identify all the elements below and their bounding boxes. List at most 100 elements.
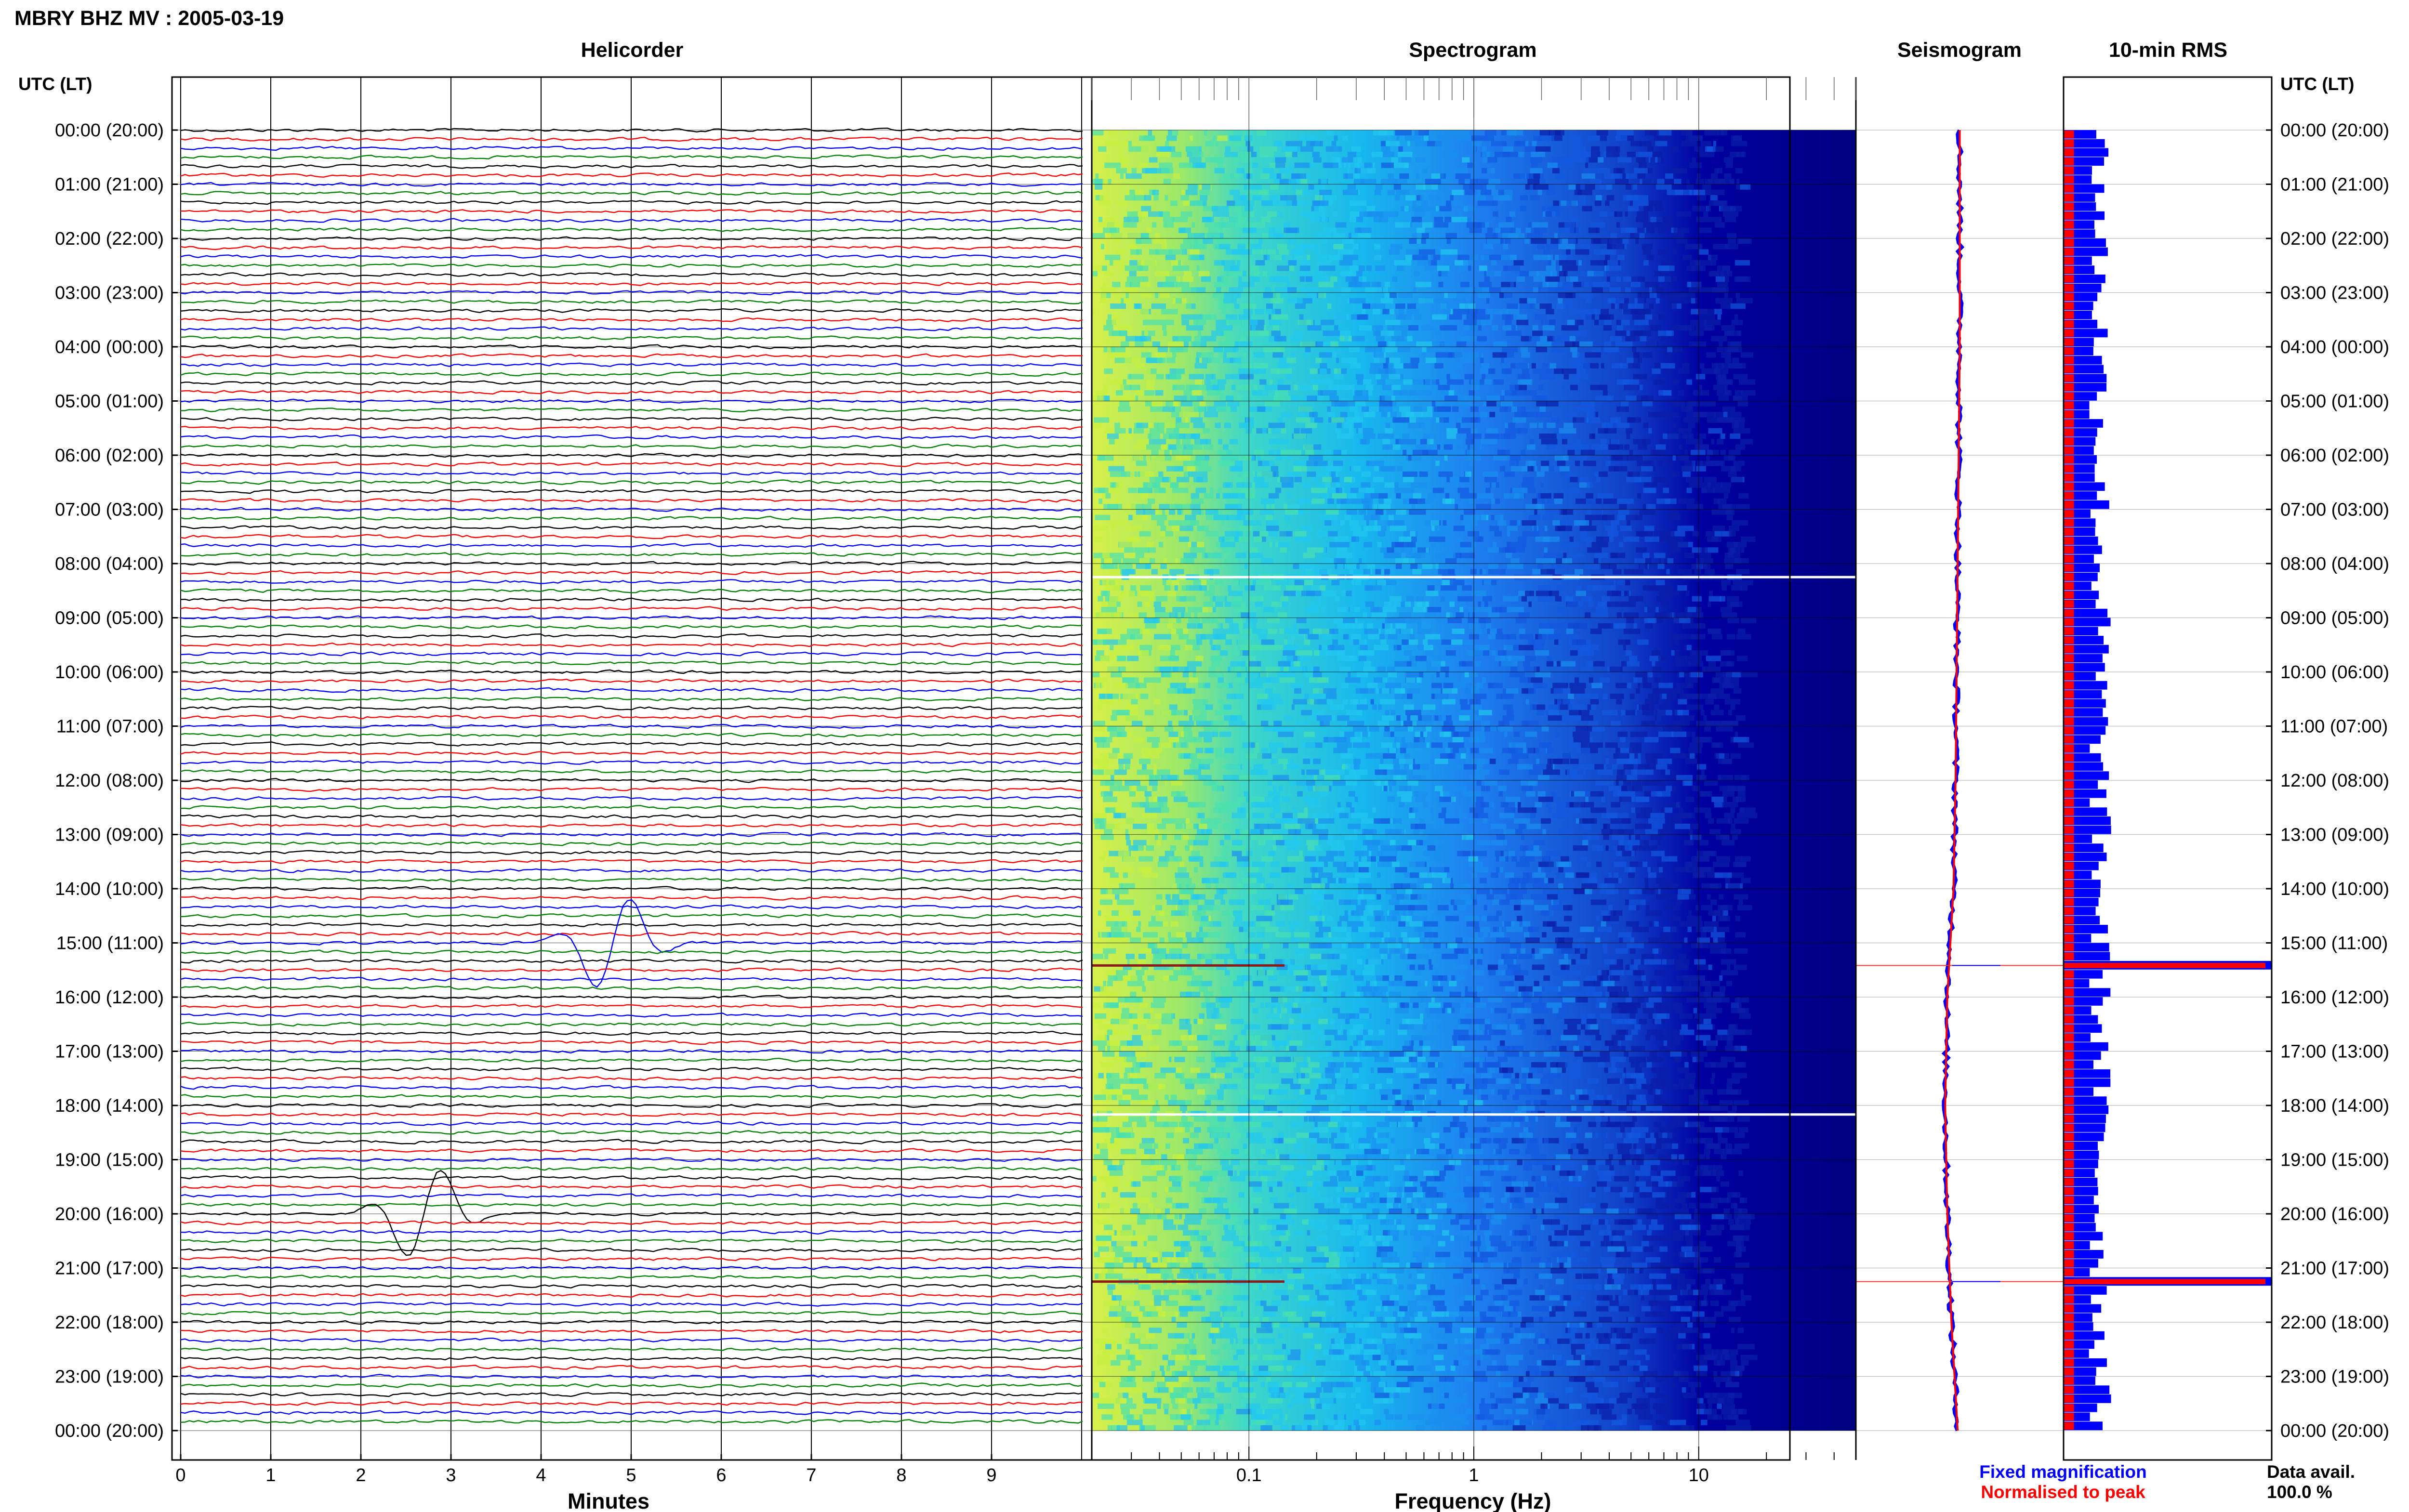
spectrogram-cell <box>1414 130 1419 136</box>
spectrogram-cell <box>1288 141 1303 146</box>
spectrogram-cell <box>1542 282 1549 288</box>
spectrogram-cell <box>1095 514 1111 521</box>
spectrogram-cell <box>1108 130 1118 136</box>
spectrogram-cell <box>1574 520 1589 526</box>
spectrogram-cell <box>1163 558 1167 564</box>
spectrogram-cell <box>1423 184 1438 190</box>
spectrogram-cell <box>1538 135 1554 141</box>
spectrogram-cell <box>1236 168 1250 174</box>
spectrogram-cell <box>1283 764 1287 770</box>
spectrogram-cell <box>1575 439 1581 445</box>
spectrogram-cell <box>1110 644 1114 651</box>
spectrogram-cell <box>1132 802 1143 808</box>
spectrogram-cell <box>1204 737 1212 743</box>
spectrogram-cell <box>1562 434 1569 439</box>
spectrogram-cell <box>1417 260 1431 266</box>
spectrogram-cell <box>1110 482 1115 488</box>
spectrogram-cell <box>1711 460 1718 466</box>
spectrogram-cell <box>1128 428 1132 434</box>
spectrogram-cell <box>1365 753 1372 759</box>
spectrogram-cell <box>1642 504 1649 510</box>
spectrogram-cell <box>1195 466 1212 472</box>
spectrogram-cell <box>1672 401 1678 407</box>
spectrogram-cell <box>1305 526 1312 531</box>
spectrogram-cell <box>1205 748 1213 753</box>
spectrogram-cell <box>1323 227 1337 233</box>
spectrogram-cell <box>1121 341 1129 347</box>
spectrogram-cell <box>1245 509 1249 515</box>
spectrogram-cell <box>1326 591 1337 596</box>
spectrogram-cell <box>1158 742 1173 748</box>
spectrogram-cell <box>1527 748 1534 753</box>
spectrogram-cell <box>1413 764 1420 770</box>
spectrogram-cell <box>1334 330 1348 336</box>
spectrogram-cell <box>1512 417 1526 423</box>
spectrogram-cell <box>1605 254 1610 261</box>
spectrogram-cell <box>1350 764 1360 770</box>
spectrogram-cell <box>1443 422 1453 428</box>
spectrogram-cell <box>1458 477 1474 483</box>
spectrogram-cell <box>1201 618 1215 623</box>
spectrogram-cell <box>1590 629 1602 634</box>
spectrogram-cell <box>1423 802 1429 808</box>
spectrogram-cell <box>1283 726 1297 732</box>
spectrogram-cell <box>1730 303 1746 309</box>
spectrogram-cell <box>1525 487 1536 493</box>
spectrogram-cell <box>1529 786 1533 791</box>
spectrogram-cell <box>1190 764 1205 770</box>
spectrogram-cell <box>1168 130 1172 136</box>
spectrogram-cell <box>1146 444 1161 450</box>
spectrogram-cell <box>1447 379 1464 385</box>
spectrogram-cell <box>1505 368 1511 374</box>
spectrogram-cell <box>1378 704 1382 710</box>
spectrogram-cell <box>1139 629 1150 634</box>
spectrogram-cell <box>1432 487 1444 493</box>
spectrogram-cell <box>1098 596 1103 602</box>
spectrogram-cell <box>1674 639 1679 645</box>
spectrogram-cell <box>1322 477 1332 483</box>
spectrogram-cell <box>1678 428 1692 434</box>
spectrogram-cell <box>1575 591 1586 596</box>
spectrogram-cell <box>1630 731 1648 737</box>
spectrogram-cell <box>1395 439 1401 445</box>
spectrogram-cell <box>1666 786 1672 791</box>
spectrogram-cell <box>1257 753 1272 759</box>
spectrogram-cell <box>1422 449 1438 456</box>
spectrogram-cell <box>1533 368 1548 374</box>
spectrogram-cell <box>1495 499 1500 504</box>
spectrogram-cell <box>1184 666 1196 672</box>
spectrogram-cell <box>1112 319 1119 326</box>
spectrogram-cell <box>1353 395 1369 401</box>
spectrogram-cell <box>1481 721 1490 726</box>
spectrogram-cell <box>1551 764 1555 770</box>
spectrogram-cell <box>1314 206 1324 211</box>
spectrogram-cell <box>1323 514 1338 521</box>
spectrogram-cell <box>1651 791 1662 797</box>
spectrogram-cell <box>1194 460 1209 466</box>
spectrogram-cell <box>1513 314 1527 320</box>
spectrogram-cell <box>1568 135 1578 141</box>
spectrogram-cell <box>1183 341 1189 347</box>
spectrogram-cell <box>1469 477 1475 483</box>
spectrogram-cell <box>1591 434 1595 439</box>
spectrogram-cell <box>1172 217 1188 223</box>
spectrogram-cell <box>1158 780 1166 786</box>
spectrogram-cell <box>1154 775 1160 781</box>
spectrogram-cell <box>1555 596 1562 602</box>
spectrogram-cell <box>1181 596 1196 602</box>
spectrogram-cell <box>1712 742 1723 748</box>
spectrogram-cell <box>1350 569 1353 575</box>
spectrogram-cell <box>1257 130 1267 136</box>
spectrogram-cell <box>1739 319 1743 326</box>
spectrogram-cell <box>1506 314 1517 320</box>
spectrogram-cell <box>1640 292 1649 298</box>
spectrogram-cell <box>1501 661 1518 667</box>
spectrogram-cell <box>1639 564 1655 569</box>
spectrogram-cell <box>1580 536 1593 542</box>
spectrogram-cell <box>1626 786 1642 791</box>
spectrogram-cell <box>1141 292 1152 298</box>
spectrogram-cell <box>1681 141 1697 146</box>
spectrogram-cell <box>1734 737 1749 743</box>
spectrogram-cell <box>1174 395 1187 401</box>
spectrogram-cell <box>1644 536 1659 542</box>
